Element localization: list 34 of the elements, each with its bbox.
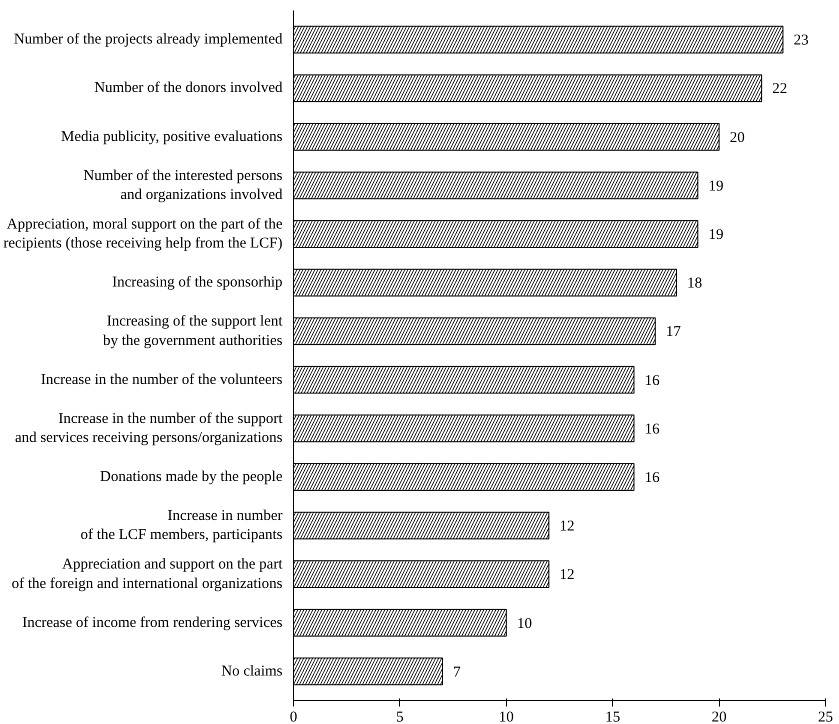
x-tick-label: 15 [605,710,620,724]
y-tick-label: Increasing of the support lent by the government authorities [102,314,284,349]
x-tick-label: 20 [712,710,727,724]
x-tick-label: 0 [290,710,298,724]
data-label: 16 [644,421,660,438]
y-tick-label: Number of the projects already implemented [14,32,283,48]
data-label: 19 [708,227,724,244]
data-label: 12 [560,518,574,535]
data-label: 17 [666,324,682,340]
data-label: 23 [794,32,809,49]
y-tick-label: Increase in the number of the volunteers [40,372,283,388]
data-label: 16 [644,372,660,389]
y-tick-label: Appreciation, moral support on the part of the recipients (those receiving help from the LCF) [3,216,283,252]
data-label: 16 [644,470,660,486]
x-tick-label: 25 [818,710,833,724]
y-tick-label: Increase in the number of the support and services receiving persons/organizations [14,410,284,446]
data-label: 12 [560,567,574,584]
y-tick-label: Donations made by the people [100,468,283,485]
data-label: 7 [453,664,462,680]
data-label: 20 [730,130,745,146]
y-tick-label: Increase of income from rendering services [22,614,283,631]
y-tick-label: No claims [221,663,283,680]
data-label: 19 [708,178,724,194]
data-label: 10 [516,616,532,632]
y-tick-label: Number of the interested persons and organizations involved [83,168,283,204]
x-tick-label: 5 [396,710,404,724]
y-tick-label: Number of the donors involved [94,80,283,96]
y-tick-label: Media publicity, positive evaluations [61,128,283,145]
data-label: 18 [687,276,702,292]
y-tick-label: Appreciation and support on the part of the foreign and international organizations [12,556,284,592]
data-label: 22 [772,81,788,98]
y-tick-label: Increase in number of the LCF members, participants [80,508,283,544]
x-tick-label: 10 [498,710,514,724]
y-tick-label: Increasing of the sponsorhip [112,274,283,291]
